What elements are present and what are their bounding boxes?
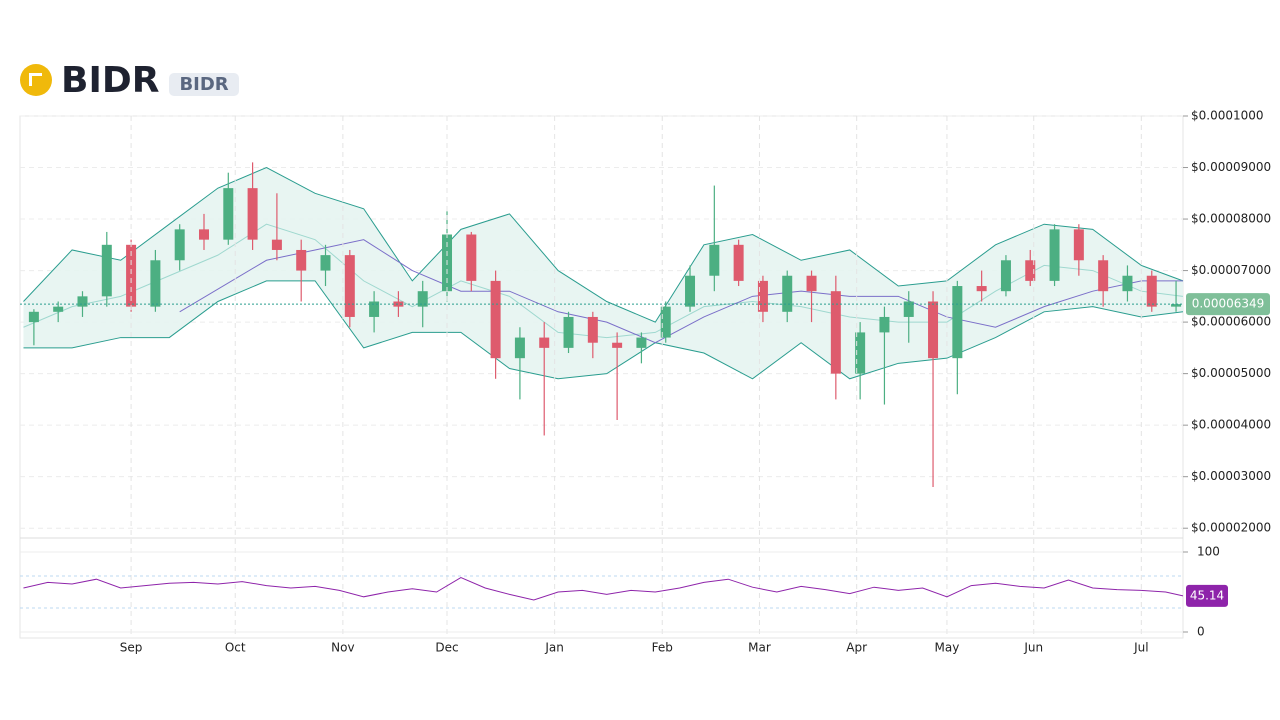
candle-body [77,296,88,307]
candle-body [101,244,112,297]
last-rsi-label: 45.14 [1190,588,1224,602]
y-tick-label: $0.00009000 [1191,160,1271,174]
band-lower [23,280,1184,380]
candle-body [1025,260,1036,281]
band-fill [23,167,1183,379]
candle-body [563,316,574,348]
candle-body [1146,275,1157,307]
candle-body [855,332,866,374]
candle-body [709,244,720,276]
candle-body [417,291,428,307]
candle-body [879,316,890,333]
y-tick-label: $0.00002000 [1191,521,1271,535]
candle-body [928,301,939,359]
candle-body [806,275,817,292]
y-tick-label: 0 [1197,625,1205,639]
last-price-label: 0.00006349 [1192,297,1265,311]
candle-body [150,260,161,307]
candle-body [393,301,404,307]
rsi-line [23,577,1184,601]
x-tick-label: Feb [652,641,673,655]
y-tick-label: 100 [1197,545,1220,559]
candle-body [490,280,501,359]
x-tick-label: Jun [1023,641,1043,655]
symbol-badge: BIDR [169,72,239,96]
candle-body [1122,275,1133,292]
candle-body [636,337,647,348]
candle-body [53,306,64,312]
candle-body [369,301,380,317]
candle-body [320,255,331,271]
candle-body [1000,260,1011,292]
y-tick-label: $0.00008000 [1191,212,1271,226]
candle-body [587,316,598,343]
y-tick-label: $0.00004000 [1191,418,1271,432]
x-tick-label: Apr [846,641,867,655]
last-rsi-box [1186,584,1228,607]
y-tick-label: $0.00005000 [1191,366,1271,380]
x-tick-label: Mar [748,641,771,655]
candle-body [296,249,307,271]
logo [20,64,52,96]
last-price-box [1186,293,1270,316]
candle-body [539,337,550,348]
candle-body [1098,260,1109,292]
candle-body [830,291,841,374]
candle-body [174,229,185,261]
x-tick-label: Jul [1133,641,1148,655]
plot-frame [19,115,1184,639]
x-tick-label: Dec [435,641,458,655]
x-tick-label: Oct [225,641,246,655]
candle-body [198,229,209,240]
candle-body [733,244,744,281]
x-tick-label: May [935,641,960,655]
candle-body [952,286,963,359]
candle-body [1171,304,1182,307]
y-tick-label: $0.00006000 [1191,315,1271,329]
x-tick-label: Sep [120,641,143,655]
x-tick-label: Nov [331,641,354,655]
candle-body [903,301,914,317]
y-tick-label: $0.00003000 [1191,469,1271,483]
candle-body [223,188,234,240]
y-tick-label: $0.00007000 [1191,263,1271,277]
x-tick-label: Jan [544,641,564,655]
candle-body [344,255,355,317]
header: BIDR BIDR [20,58,239,102]
title: BIDR [61,59,160,101]
candle-body [612,342,623,348]
candle-body [660,306,671,338]
candle-body [757,280,768,312]
candle-body [1049,229,1060,281]
band-upper [23,166,1184,323]
candle-body [466,234,477,281]
candle-body [514,337,525,359]
candle-body [271,239,282,250]
candle-body [126,244,137,307]
candle-body [28,311,39,323]
candle-body [976,286,987,292]
candle-body [685,275,696,307]
band-middle [23,223,1184,339]
candle-body [782,275,793,312]
candle-body [247,188,258,240]
y-tick-label: $0.0001000 [1191,109,1264,123]
candle-body [1073,229,1084,261]
moving-average [179,239,1183,344]
